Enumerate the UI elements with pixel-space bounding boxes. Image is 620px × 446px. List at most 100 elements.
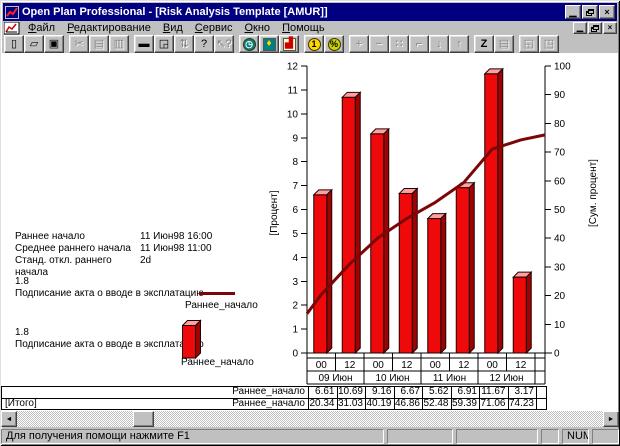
save-button[interactable]: ▣: [44, 35, 64, 53]
cost-icon: 1: [307, 37, 321, 51]
value-cell: 46.86: [393, 399, 420, 409]
add-activity-button[interactable]: +: [349, 35, 369, 53]
table-row: [Итого] Раннее_начало 20.34 31.03 40.19 46.86…: [2, 398, 546, 409]
percent-icon: %: [327, 37, 341, 51]
toolbar-group: ✂ ▤ ▥: [69, 35, 129, 53]
close-button[interactable]: ×: [599, 5, 615, 19]
minimize-button[interactable]: ▁: [565, 5, 581, 19]
stat-row: Среднее раннего начала 11 Июн98 11:00: [15, 243, 212, 255]
resource-analysis-button[interactable]: ♦: [259, 35, 279, 53]
legend-line-swatch: [199, 292, 235, 295]
menu-помощь[interactable]: Помощь: [282, 22, 325, 34]
child-minimize-icon: ▁: [576, 23, 584, 32]
help-button[interactable]: ?: [194, 35, 214, 53]
delete-activity-icon: −: [375, 37, 383, 50]
scrollbar-thumb[interactable]: [133, 411, 154, 427]
status-pane: [456, 429, 538, 444]
open-button[interactable]: ▱: [24, 35, 44, 53]
context-help-button[interactable]: ↖?: [214, 35, 234, 53]
legend-bar-swatch: [182, 319, 202, 359]
child-restore-icon: [591, 24, 599, 32]
legend-line-series: Раннее_начало: [185, 300, 258, 311]
row-label: [Итого]: [5, 399, 37, 409]
child-restore-button[interactable]: [588, 22, 602, 34]
menu-вид[interactable]: Вид: [162, 22, 183, 34]
percent-button[interactable]: %: [324, 35, 344, 53]
expand-view-button[interactable]: ◳: [539, 35, 559, 53]
print-preview-button[interactable]: ◲: [154, 35, 174, 53]
value-cell: 40.19: [365, 399, 392, 409]
child-minimize-button[interactable]: ▁: [573, 22, 587, 34]
zoom-z-icon: Z: [480, 37, 488, 50]
copy-button[interactable]: ▤: [89, 35, 109, 53]
time-analysis-icon: ◷: [242, 37, 256, 51]
delete-activity-button[interactable]: −: [369, 35, 389, 53]
shrink-view-icon: ◱: [523, 37, 535, 50]
time-analysis-button[interactable]: ◷: [239, 35, 259, 53]
stat-row: Станд. откл. раннего начала 2d: [15, 255, 212, 279]
stat-value: 11 Июн98 11:00: [140, 243, 212, 254]
empty-cell: [536, 387, 546, 398]
empty-cell: [536, 399, 546, 409]
value-cell: 20.34: [308, 399, 335, 409]
legend-line-task: Подписание акта о вводе в эксплатацию: [15, 288, 204, 299]
legend-bar-series: Раннее_начало: [181, 357, 254, 368]
value-cell: 31.03: [336, 399, 363, 409]
cut-button[interactable]: ✂: [69, 35, 89, 53]
move-down-button[interactable]: ↓: [429, 35, 449, 53]
print-preview-icon: ◲: [158, 37, 170, 50]
stat-value: 11 Июн98 16:00: [140, 231, 213, 242]
update-data-button[interactable]: ⇅: [174, 35, 194, 53]
value-cell: 71.06: [479, 399, 506, 409]
risk-analysis-button[interactable]: ▟: [279, 35, 299, 53]
new-button[interactable]: ▯: [4, 35, 24, 53]
print-button[interactable]: ▬: [134, 35, 154, 53]
zoom-z-button[interactable]: Z: [474, 35, 494, 53]
legend-line-value: 1.8: [15, 276, 29, 287]
paste-icon: ▥: [113, 37, 125, 50]
cost-button[interactable]: 1: [304, 35, 324, 53]
notes-icon: ▤: [498, 37, 510, 50]
move-down-icon: ↓: [436, 37, 442, 50]
link-activities-button[interactable]: ∷: [389, 35, 409, 53]
shrink-view-button[interactable]: ◱: [519, 35, 539, 53]
notes-button[interactable]: ▤: [494, 35, 514, 53]
menu-окно[interactable]: Окно: [244, 22, 271, 34]
value-cell: 6.61: [308, 387, 337, 398]
title-bar: Open Plan Professional - [Risk Analysis …: [3, 3, 617, 21]
data-table: Раннее_начало 6.61 10.69 9.16 6.67 5.62 6.91 11…: [1, 386, 547, 410]
scroll-right-button[interactable]: ►: [603, 411, 619, 427]
horizontal-scrollbar[interactable]: ◄ ►: [1, 411, 619, 427]
open-icon: ▱: [29, 37, 39, 50]
menu-редактирование[interactable]: Редактирование: [67, 22, 151, 34]
value-cell: 6.67: [393, 387, 423, 398]
child-close-button[interactable]: ×: [603, 22, 617, 34]
status-bar: Для получения помощи нажмите F1 NUM: [1, 428, 619, 444]
toolbar-group: ▬ ◲ ⇅? ↖?: [134, 35, 234, 53]
toolbar-group: ▯ ▱ ▣: [4, 35, 64, 53]
scroll-left-button[interactable]: ◄: [1, 411, 17, 427]
legend-bar-value: 1.8: [15, 327, 29, 338]
move-up-button[interactable]: ↑: [449, 35, 469, 53]
toolbar-group: ◷ ♦ ▟: [239, 35, 299, 53]
minimize-icon: ▁: [569, 7, 577, 17]
chart-document-icon[interactable]: [4, 21, 20, 35]
restore-button[interactable]: [582, 5, 598, 19]
menu-сервис[interactable]: Сервис: [194, 22, 233, 34]
stat-value: 2d: [140, 255, 152, 266]
paste-button[interactable]: ▥: [109, 35, 129, 53]
toolbar-group: ◱ ◳: [519, 35, 559, 53]
value-cell: 3.17: [507, 387, 537, 398]
scroll-left-icon: ◄: [5, 415, 13, 423]
menu-файл[interactable]: Файл: [28, 22, 56, 34]
move-up-icon: ↑: [456, 37, 462, 50]
expand-view-icon: ◳: [543, 37, 555, 50]
status-pane: [592, 429, 619, 444]
steps-button[interactable]: ⌐: [409, 35, 429, 53]
stat-label: Станд. откл. раннего начала: [15, 255, 112, 278]
status-pane: [541, 429, 559, 444]
cut-icon: ✂: [74, 37, 84, 50]
help-icon: ?: [200, 37, 208, 50]
link-activities-icon: ∷: [395, 37, 403, 50]
